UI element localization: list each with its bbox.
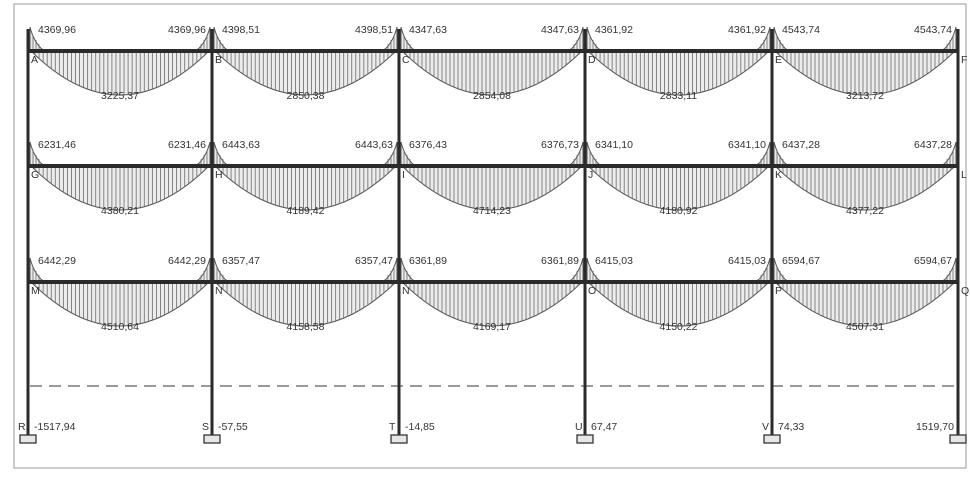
- moment-mid-label: 4189,42: [287, 205, 325, 217]
- moment-right-label: 6376,73: [541, 139, 579, 151]
- sagging-moment-area: [213, 165, 398, 211]
- support-label: S: [202, 421, 209, 433]
- sagging-moment-area: [400, 281, 584, 327]
- moment-left-label: 4369,96: [38, 24, 76, 36]
- support-base: [763, 434, 781, 444]
- sagging-moment-area: [586, 50, 771, 96]
- node-label: L: [961, 169, 967, 181]
- node-label: Q: [961, 285, 969, 297]
- moment-left-label: 6341,10: [595, 139, 633, 151]
- frame-structure: [19, 29, 967, 444]
- sagging-moment-area: [400, 165, 584, 211]
- moment-right-label: 4398,51: [355, 24, 393, 36]
- sagging-moment-area: [586, 165, 771, 211]
- moment-left-label: 4543,74: [782, 24, 820, 36]
- moment-right-label: 4543,74: [914, 24, 952, 36]
- moment-left-label: 6361,89: [409, 255, 447, 267]
- node-label: O: [588, 285, 596, 297]
- moment-diagrams: [29, 26, 957, 327]
- node-label: P: [775, 285, 782, 297]
- moment-mid-label: 4380,21: [101, 205, 139, 217]
- moment-right-label: 4361,92: [728, 24, 766, 36]
- moment-mid-label: 4169,17: [473, 321, 511, 333]
- moment-left-label: 6437,28: [782, 139, 820, 151]
- node-label: N: [402, 285, 410, 297]
- moment-mid-label: 2833,11: [660, 90, 697, 102]
- node-label: A: [31, 54, 38, 66]
- moment-mid-label: 2850,38: [287, 90, 325, 102]
- reaction-label: -57,55: [218, 421, 248, 433]
- moment-right-label: 6357,47: [355, 255, 393, 267]
- support-label: V: [762, 421, 769, 433]
- sagging-moment-area: [773, 281, 957, 327]
- moment-left-label: 4361,92: [595, 24, 633, 36]
- moment-mid-label: 3213,72: [846, 90, 884, 102]
- sagging-moment-area: [773, 50, 957, 96]
- moment-right-label: 6437,28: [914, 139, 952, 151]
- moment-right-label: 6415,03: [728, 255, 766, 267]
- node-label: I: [402, 169, 405, 181]
- node-label: D: [588, 54, 596, 66]
- moment-right-label: 6442,29: [168, 255, 206, 267]
- support-base: [19, 434, 37, 444]
- moment-left-label: 6443,63: [222, 139, 260, 151]
- moment-mid-label: 4510,64: [101, 321, 139, 333]
- support-base: [576, 434, 594, 444]
- node-label: E: [775, 54, 782, 66]
- reaction-label: 67,47: [591, 421, 617, 433]
- moment-mid-label: 2854,08: [473, 90, 511, 102]
- moment-left-label: 4347,63: [409, 24, 447, 36]
- node-label: K: [775, 169, 782, 181]
- node-label: G: [31, 169, 39, 181]
- moment-left-label: 6231,46: [38, 139, 76, 151]
- moment-mid-label: 4158,58: [287, 321, 325, 333]
- moment-right-label: 6594,67: [914, 255, 952, 267]
- node-label: N: [215, 285, 223, 297]
- moment-right-label: 6361,89: [541, 255, 579, 267]
- node-label: B: [215, 54, 222, 66]
- moment-mid-label: 4150,22: [660, 321, 698, 333]
- support-base: [203, 434, 221, 444]
- support-base: [949, 434, 967, 444]
- node-label: J: [588, 169, 593, 181]
- moment-left-label: 6376,43: [409, 139, 447, 151]
- sagging-moment-area: [213, 50, 398, 96]
- diagram-border: [13, 3, 967, 469]
- moment-left-label: 6594,67: [782, 255, 820, 267]
- node-label: M: [31, 285, 40, 297]
- moment-right-label: 6231,46: [168, 139, 206, 151]
- support-label: T: [389, 421, 396, 433]
- moment-left-label: 4398,51: [222, 24, 260, 36]
- sagging-moment-area: [400, 50, 584, 96]
- moment-left-label: 6442,29: [38, 255, 76, 267]
- moment-mid-label: 3225,37: [101, 90, 139, 102]
- support-label: R: [18, 421, 26, 433]
- moment-mid-label: 4714,23: [473, 205, 511, 217]
- moment-mid-label: 4180,92: [660, 205, 698, 217]
- sagging-moment-area: [586, 281, 771, 327]
- moment-right-label: 4369,96: [168, 24, 206, 36]
- sagging-moment-area: [213, 281, 398, 327]
- moment-right-label: 4347,63: [541, 24, 579, 36]
- support-label: U: [575, 421, 583, 433]
- moment-right-label: 6443,63: [355, 139, 393, 151]
- moment-right-label: 6341,10: [728, 139, 766, 151]
- moment-left-label: 6415,03: [595, 255, 633, 267]
- moment-mid-label: 4507,31: [846, 321, 884, 333]
- moment-mid-label: 4377,22: [846, 205, 884, 217]
- node-label: C: [402, 54, 410, 66]
- support-base: [390, 434, 408, 444]
- node-label: F: [961, 54, 967, 66]
- node-label: H: [215, 169, 223, 181]
- moment-left-label: 6357,47: [222, 255, 260, 267]
- reaction-label: -1517,94: [34, 421, 76, 433]
- sagging-moment-area: [773, 165, 957, 211]
- frame-labels: A B C D E F 4369,96 4369,96 3225,37 4398,51 4398,5…: [18, 24, 969, 433]
- reaction-label: 1519,70: [916, 421, 954, 433]
- reaction-label: 74,33: [778, 421, 804, 433]
- reaction-label: -14,85: [405, 421, 435, 433]
